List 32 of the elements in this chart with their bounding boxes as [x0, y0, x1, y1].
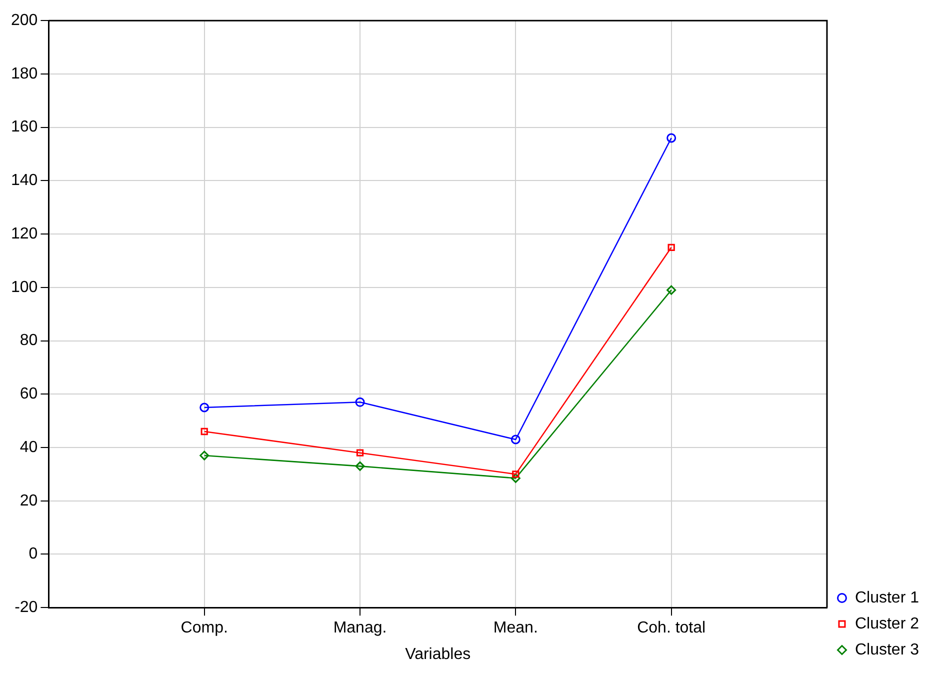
y-tick-label: 80	[20, 332, 38, 350]
y-tick-label: 140	[10, 172, 38, 190]
legend-label: Cluster 2	[854, 615, 920, 632]
point	[355, 461, 365, 471]
y-tick-label: 180	[10, 65, 38, 82]
point	[510, 473, 520, 483]
y-tick-label: 120	[10, 225, 38, 242]
point	[356, 449, 364, 456]
point	[200, 450, 210, 460]
x-tick-label: Mean.	[493, 620, 538, 637]
y-tick-label: 100	[10, 278, 38, 296]
x-tick-label: Comp.	[180, 620, 228, 637]
point	[668, 244, 675, 251]
point	[200, 402, 210, 412]
point	[510, 434, 520, 444]
x-axis-title: Variables	[405, 646, 471, 663]
point	[512, 470, 520, 478]
y-tick-label: 160	[10, 118, 38, 136]
y-tick-label: -20	[14, 599, 38, 616]
y-tick-label: 20	[20, 492, 38, 510]
x-tick-label: Coh. total	[637, 620, 706, 637]
y-tick-label: 0	[28, 546, 38, 563]
legend-label: Cluster 1	[854, 589, 920, 606]
x-tick-label: Manag.	[333, 620, 387, 637]
point	[355, 397, 365, 407]
legend-label: Cluster 3	[854, 641, 920, 658]
y-tick-label: 40	[20, 438, 38, 456]
y-tick-label: 60	[20, 386, 38, 403]
point	[666, 285, 676, 295]
point	[200, 428, 208, 436]
y-tick-label: 200	[10, 12, 38, 30]
point	[666, 133, 676, 143]
